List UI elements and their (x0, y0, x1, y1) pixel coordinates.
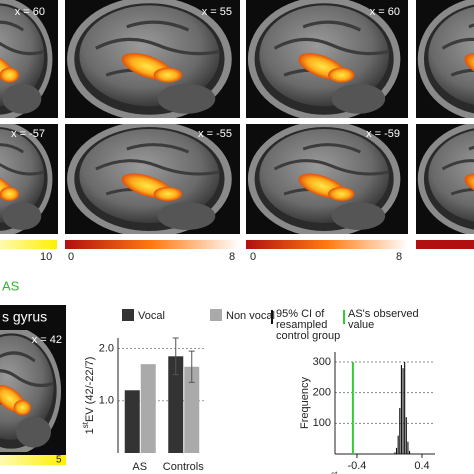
label-part: 1 (84, 428, 96, 434)
histogram-bar (402, 368, 404, 454)
legend-label: resampled (276, 319, 327, 331)
colorbar-label: 5 (56, 455, 62, 466)
histogram-bar (407, 441, 409, 454)
panel-label: x = -55 (198, 128, 232, 140)
y-tick-label: 200 (313, 387, 331, 399)
legend-label: control group (276, 330, 340, 342)
histogram-bar (408, 450, 411, 454)
histogram-bar (399, 408, 401, 454)
bar (168, 356, 184, 453)
label-part: 1 (325, 473, 331, 474)
legend-label: Vocal (138, 310, 165, 322)
colorbar-label: 0 (250, 251, 256, 263)
colorbar-label: 0 (68, 251, 74, 263)
histogram-bar (395, 447, 398, 454)
histogram-bar (400, 365, 402, 454)
histogram-bar (394, 452, 396, 454)
histogram-bar (397, 435, 399, 454)
legend-swatch (122, 309, 134, 321)
legend-label: Non vocal (226, 310, 275, 322)
error-bar (172, 337, 179, 376)
histogram-bar (405, 417, 407, 454)
axis-label: 1st EV(vocal - non vocal) (325, 470, 445, 474)
legend-swatch (210, 309, 222, 321)
y-tick-label: 100 (313, 417, 331, 429)
panel-label: x = 60 (370, 6, 400, 18)
bar (184, 366, 200, 453)
superscript: st (81, 421, 90, 428)
x-tick-label: -0.4 (347, 460, 366, 472)
histogram-bar (404, 362, 406, 454)
legend-label: value (348, 319, 374, 331)
x-tick-label: 0.4 (414, 460, 429, 472)
panel-label: x = -57 (11, 128, 45, 140)
inset-title: s gyrus (2, 309, 47, 325)
y-tick-label: 300 (313, 356, 331, 368)
axis-label: 1stEV (42/-22/7) (81, 357, 96, 435)
bar (140, 364, 156, 453)
label-part: EV (42/-22/7) (84, 357, 96, 422)
colorbar-label: 10 (40, 251, 52, 263)
error-bar (188, 350, 195, 383)
x-tick-label: Controls (163, 461, 204, 473)
y-tick-label: 2.0 (99, 342, 114, 354)
x-tick-label: AS (132, 461, 147, 473)
label-part: EV(vocal - non vocal) (337, 473, 445, 474)
panel-label: x = -59 (366, 128, 400, 140)
y-tick-label: 1.0 (99, 395, 114, 407)
legend-label: 95% CI of (276, 308, 325, 320)
panel-label: x = 60 (15, 6, 45, 18)
colorbar-label: 8 (396, 251, 402, 263)
group-label: AS (2, 278, 20, 293)
colorbar-label: 8 (229, 251, 235, 263)
legend-label: AS's observed (348, 308, 419, 320)
inset-label: x = 42 (32, 334, 62, 346)
bar (124, 390, 140, 453)
superscript: st (331, 470, 338, 474)
panel-label: x = 55 (202, 6, 232, 18)
axis-label: Frequency (299, 377, 311, 429)
